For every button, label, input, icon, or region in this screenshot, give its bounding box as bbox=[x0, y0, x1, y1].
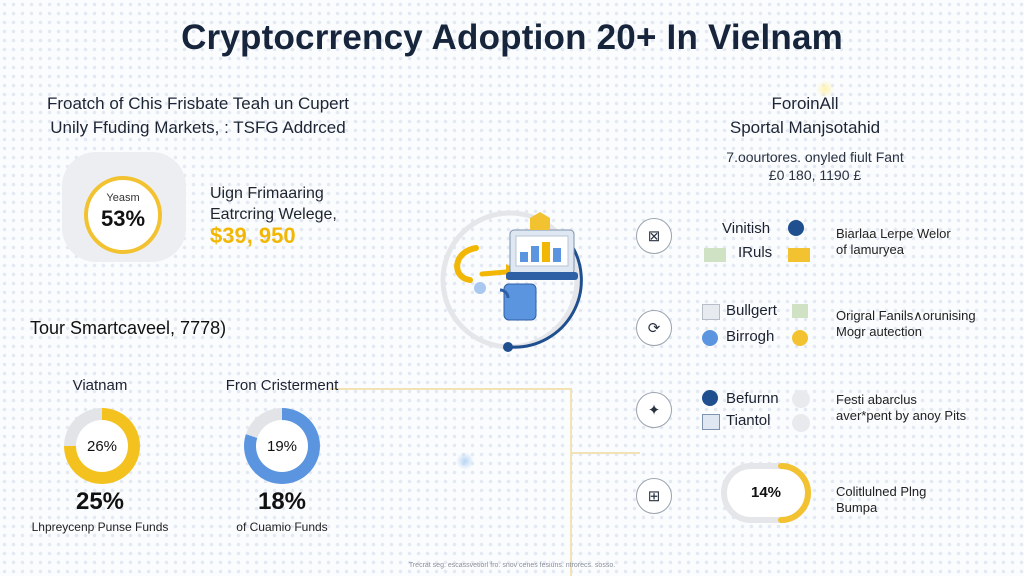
item-description: Origral Fanils∧orunising Mogr autection bbox=[836, 308, 976, 340]
section-label: Tour Smartcaveel, 7778) bbox=[30, 318, 227, 338]
crypto-illustration-icon bbox=[440, 210, 583, 352]
badge-value: 53% bbox=[100, 206, 146, 231]
item-name: Birrogh bbox=[726, 328, 775, 345]
color-swatch bbox=[792, 304, 808, 318]
right-header-line1: ForoinAll bbox=[771, 94, 839, 113]
grid-icon: ⊞ bbox=[636, 478, 672, 514]
status-dot bbox=[702, 390, 718, 406]
status-dot bbox=[792, 390, 810, 408]
footer-text: Trecrat seg. escassvetiorl fro. snov cen… bbox=[408, 562, 616, 569]
donut-caption: of Cuamio Funds bbox=[236, 520, 328, 534]
donut-center-value: 19% bbox=[256, 420, 308, 472]
color-swatch bbox=[702, 304, 720, 320]
item-description-line1: Festi abarclus bbox=[836, 392, 917, 407]
right-header-line2: Sportal Manjsotahid bbox=[729, 118, 881, 137]
left-header-line1: Froatch of Chis Frisbate Teah un Cupert bbox=[46, 94, 350, 113]
color-swatch bbox=[702, 414, 720, 430]
color-swatch bbox=[788, 248, 810, 262]
donut-label: Viatnam bbox=[72, 377, 128, 394]
network-icon: ✦ bbox=[636, 392, 672, 428]
item-name: IRuls bbox=[738, 244, 773, 261]
item-description-line1: Colitlulned Plng bbox=[836, 484, 927, 499]
right-subtitle-line1: 7.oourtores. onyled fiult Fant bbox=[726, 149, 904, 165]
item-name: Tiantol bbox=[726, 412, 771, 429]
left-header-line2: Unily Ffuding Markets, : TSFG Addrced bbox=[50, 118, 346, 137]
left-section-header: Froatch of Chis Frisbate Teah un Cupert … bbox=[28, 92, 368, 140]
badge-label: Yeasm bbox=[106, 192, 140, 204]
divider-line bbox=[570, 388, 572, 576]
item-description: Colitlulned Plng Bumpa bbox=[836, 484, 926, 516]
item-description-line2: aver*pent by anoy Pits bbox=[836, 408, 967, 423]
gauge-chart bbox=[721, 463, 811, 523]
item-name: Vinitish bbox=[722, 220, 771, 237]
gauge-fill bbox=[778, 463, 811, 523]
item-description-line2: Mogr autection bbox=[836, 324, 922, 339]
donut-chart: 26% bbox=[64, 408, 140, 484]
page-title: Cryptocrrency Adoption 20+ In Vielnam bbox=[181, 18, 843, 57]
donut-center-value: 26% bbox=[76, 420, 128, 472]
item-description: Biarlaa Lerpe Welor of lamuryea bbox=[836, 226, 951, 258]
donut-caption: Lhpreycenp Punse Funds bbox=[31, 520, 169, 534]
item-description-line2: Bumpa bbox=[836, 500, 878, 515]
funding-text: Uign Frimaaring Eatrcring Welege, bbox=[210, 183, 337, 225]
right-subtitle: 7.oourtores. onyled fiult Fant £0 180, 1… bbox=[700, 148, 930, 184]
item-name: Bullgert bbox=[726, 302, 777, 319]
item-description: Festi abarclus aver*pent by anoy Pits bbox=[836, 392, 966, 424]
color-swatch bbox=[704, 248, 726, 262]
donut-big-value: 18% bbox=[257, 488, 307, 515]
glow-decoration bbox=[816, 80, 834, 98]
status-dot bbox=[792, 414, 810, 432]
status-dot bbox=[788, 220, 804, 236]
wallet-icon: ⊠ bbox=[636, 218, 672, 254]
item-name: Befurnn bbox=[726, 390, 779, 407]
divider-line bbox=[570, 452, 640, 454]
status-dot bbox=[792, 330, 808, 346]
donut-label: Fron Cristerment bbox=[225, 377, 339, 394]
divider-line bbox=[330, 388, 570, 390]
percentage-badge: Yeasm 53% bbox=[84, 176, 162, 254]
funding-line2: Eatrcring Welege, bbox=[210, 206, 337, 223]
item-description-line1: Origral Fanils∧orunising bbox=[836, 308, 976, 323]
right-subtitle-line2: £0 180, 1190 £ bbox=[768, 167, 862, 183]
refresh-icon: ⟳ bbox=[636, 310, 672, 346]
item-description-line1: Biarlaa Lerpe Welor bbox=[836, 226, 951, 241]
funding-amount: $39, 950 bbox=[210, 223, 296, 248]
gauge-value: 14% bbox=[750, 484, 782, 501]
donut-big-value: 25% bbox=[75, 488, 125, 515]
right-section-header: ForoinAll Sportal Manjsotahid bbox=[690, 92, 920, 140]
funding-line1: Uign Frimaaring bbox=[210, 185, 324, 202]
item-description-line2: of lamuryea bbox=[836, 242, 904, 257]
donut-chart: 19% bbox=[244, 408, 320, 484]
status-dot bbox=[702, 330, 718, 346]
glow-decoration bbox=[456, 452, 474, 470]
